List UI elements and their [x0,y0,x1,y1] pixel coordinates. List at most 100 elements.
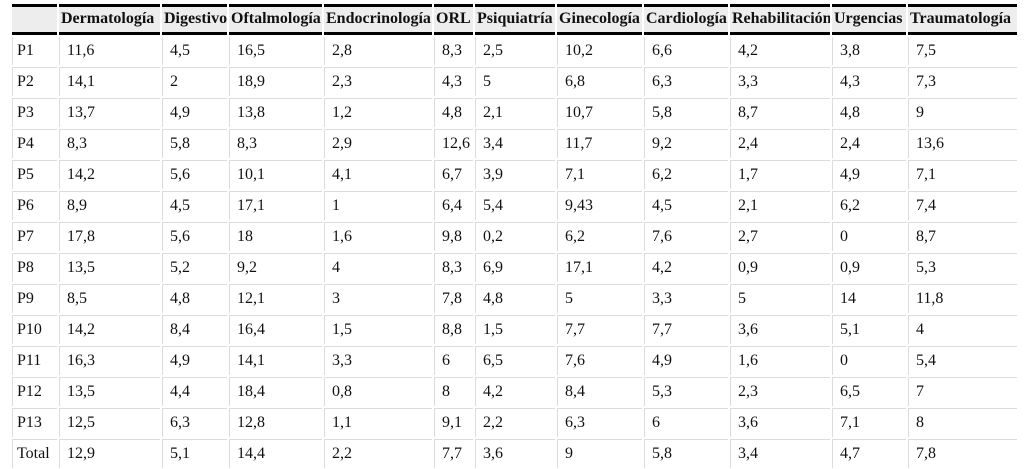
table-cell: 2,2 [475,408,555,437]
table-cell: 7,6 [644,222,728,251]
table-cell: 5 [557,284,642,313]
table-cell: 5,2 [162,253,227,282]
table-body: P1 11,6 4,5 16,5 2,8 8,3 2,5 10,2 6,6 4,2 3,8 7,5 P2… [12,37,1017,468]
table-cell: 14,2 [59,160,160,189]
table-row: P10 14,2 8,4 16,4 1,5 8,8 1,5 7,7 7,7 3,6 5,1 4 [12,315,1017,344]
table-cell: 6,3 [557,408,642,437]
table-cell: 7,8 [434,284,473,313]
table-row: P8 13,5 5,2 9,2 4 8,3 6,9 17,1 4,2 0,9 0,9 5,3 [12,253,1017,282]
column-header: Traumatología [908,4,1017,35]
table-cell: 7,7 [434,439,473,468]
table-cell: 9,1 [434,408,473,437]
table-cell: 2,2 [324,439,432,468]
table-cell: 12,1 [229,284,322,313]
table-cell: 6 [434,346,473,375]
table-cell: 6,5 [475,346,555,375]
table-cell: 8,7 [730,98,830,127]
table-cell: 5,3 [908,253,1017,282]
table-cell: 8,3 [229,129,322,158]
table-cell: 3,8 [832,37,906,65]
table-cell: 5,8 [644,98,728,127]
table-header: Dermatología Digestivo Oftalmología Endocri… [12,4,1017,35]
table-row: P4 8,3 5,8 8,3 2,9 12,6 3,4 11,7 9,2 2,4 2,4 13,6 [12,129,1017,158]
table-cell: 4,5 [162,37,227,65]
table-cell: 6,2 [644,160,728,189]
table-cell: 18 [229,222,322,251]
column-header: Psiquiatría [475,4,555,35]
row-label: P13 [12,408,57,437]
table-cell: 12,6 [434,129,473,158]
table-cell: 6,2 [557,222,642,251]
table-cell: 4,8 [832,98,906,127]
table-cell: 7,5 [908,37,1017,65]
table-cell: 4,8 [475,284,555,313]
table-cell: 5,6 [162,160,227,189]
table-cell: 8,8 [434,315,473,344]
table-cell: 10,1 [229,160,322,189]
table-row: Total 12,9 5,1 14,4 2,2 7,7 3,6 9 5,8 3,4 4,7 7,8 [12,439,1017,468]
table-cell: 14,1 [59,67,160,96]
table-cell: 3,3 [644,284,728,313]
column-header: Oftalmología [229,4,322,35]
table-cell: 11,7 [557,129,642,158]
column-header: Urgencias [832,4,906,35]
table-cell: 4,8 [162,284,227,313]
table-cell: 17,8 [59,222,160,251]
table-cell: 3,3 [324,346,432,375]
table-cell: 14,1 [229,346,322,375]
table-cell: 8,9 [59,191,160,220]
table-cell: 16,4 [229,315,322,344]
table-cell: 4,9 [644,346,728,375]
table-cell: 12,8 [229,408,322,437]
table-cell: 5,3 [644,377,728,406]
table-cell: 8,3 [434,37,473,65]
table-cell: 3,4 [475,129,555,158]
table-cell: 10,7 [557,98,642,127]
table-cell: 13,6 [908,129,1017,158]
table-cell: 16,5 [229,37,322,65]
specialties-table: Dermatología Digestivo Oftalmología Endocri… [10,2,1019,469]
table-cell: 9 [557,439,642,468]
row-label: P11 [12,346,57,375]
table-cell: 0,8 [324,377,432,406]
table-cell: 18,4 [229,377,322,406]
row-label: P3 [12,98,57,127]
row-label: P12 [12,377,57,406]
row-label: P1 [12,37,57,65]
table-cell: 4,2 [644,253,728,282]
table-cell: 5,4 [908,346,1017,375]
table-cell: 8,4 [162,315,227,344]
table-cell: 12,5 [59,408,160,437]
table-cell: 8,5 [59,284,160,313]
table-cell: 3,9 [475,160,555,189]
table-cell: 4,5 [644,191,728,220]
column-header: Ginecología [557,4,642,35]
table-cell: 9,8 [434,222,473,251]
table-row: P7 17,8 5,6 18 1,6 9,8 0,2 6,2 7,6 2,7 0 8,7 [12,222,1017,251]
table-cell: 2,1 [730,191,830,220]
table-cell: 1,6 [324,222,432,251]
row-label: P4 [12,129,57,158]
table-cell: 3,6 [475,439,555,468]
table-cell: 3,4 [730,439,830,468]
table-cell: 2,9 [324,129,432,158]
table-cell: 1,1 [324,408,432,437]
table-cell: 7,7 [557,315,642,344]
table-cell: 6,4 [434,191,473,220]
table-cell: 13,7 [59,98,160,127]
table-cell: 18,9 [229,67,322,96]
table-cell: 2,3 [730,377,830,406]
table-row: P1 11,6 4,5 16,5 2,8 8,3 2,5 10,2 6,6 4,2 3,8 7,5 [12,37,1017,65]
table-cell: 5 [730,284,830,313]
table-cell: 2,1 [475,98,555,127]
table-cell: 13,8 [229,98,322,127]
table-cell: 2,5 [475,37,555,65]
table-cell: 2 [162,67,227,96]
table-cell: 9 [908,98,1017,127]
row-label: P10 [12,315,57,344]
table-cell: 3 [324,284,432,313]
table-cell: 4,2 [475,377,555,406]
table-cell: 1,7 [730,160,830,189]
table-cell: 10,2 [557,37,642,65]
